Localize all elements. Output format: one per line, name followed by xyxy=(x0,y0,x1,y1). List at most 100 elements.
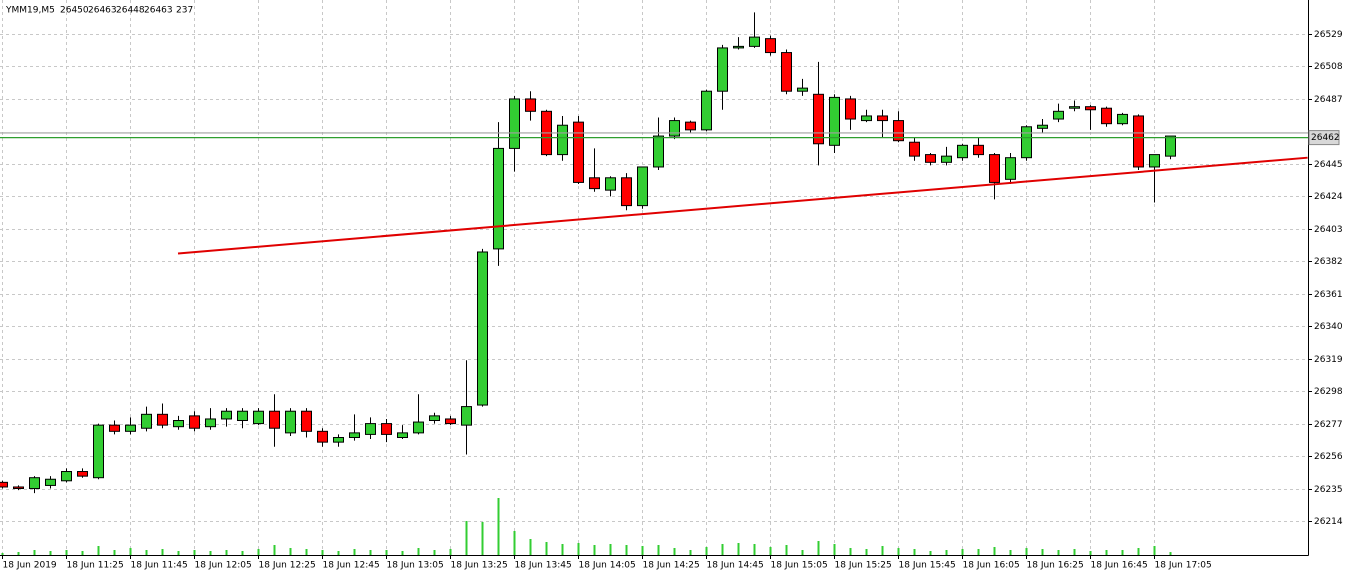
candle-body xyxy=(1149,154,1160,168)
candle-body xyxy=(877,115,888,122)
y-tick-label: 26445 xyxy=(1314,160,1343,170)
y-tick-label: 26529 xyxy=(1314,30,1343,40)
candle-body xyxy=(509,98,520,149)
candle-body xyxy=(909,141,920,157)
candle-body xyxy=(685,121,696,131)
candle-body xyxy=(861,115,872,122)
candle-body xyxy=(1021,126,1032,159)
y-tick-label: 26508 xyxy=(1314,62,1343,72)
candle-body xyxy=(237,410,248,422)
candle-body xyxy=(925,154,936,163)
header-volume: 237 xyxy=(176,6,193,16)
trend-line xyxy=(177,156,1308,255)
candle-body xyxy=(893,120,904,142)
candle-body xyxy=(221,410,232,420)
x-tick-label: 18 Jun 13:45 xyxy=(515,561,572,571)
candle-body xyxy=(957,144,968,159)
y-tick-label: 26235 xyxy=(1314,485,1343,495)
candle-body xyxy=(989,154,1000,183)
candle-body xyxy=(525,98,536,112)
x-tick-label: 18 Jun 12:45 xyxy=(323,561,380,571)
header-close: 26463 xyxy=(144,6,173,16)
candle-body xyxy=(0,481,8,488)
candle-body xyxy=(493,147,504,250)
candle-body xyxy=(1101,107,1112,125)
candle-body xyxy=(349,432,360,439)
candle-body xyxy=(749,36,760,47)
y-tick-label: 26340 xyxy=(1314,322,1343,332)
candle-body xyxy=(125,424,136,432)
candle-body xyxy=(1117,113,1128,125)
y-tick-label: 26403 xyxy=(1314,225,1343,235)
x-tick-label: 18 Jun 12:25 xyxy=(259,561,316,571)
candle-body xyxy=(429,415,440,422)
candle-body xyxy=(173,420,184,428)
candle-body xyxy=(621,177,632,207)
x-tick-label: 18 Jun 16:05 xyxy=(963,561,1020,571)
x-tick-label: 18 Jun 17:05 xyxy=(1155,561,1212,571)
x-tick-label: 18 Jun 15:05 xyxy=(771,561,828,571)
candle-body xyxy=(285,410,296,434)
header-low: 26448 xyxy=(116,6,145,16)
candle-body xyxy=(365,423,376,435)
candle-body xyxy=(301,410,312,432)
x-tick-label: 18 Jun 15:45 xyxy=(899,561,956,571)
x-tick-label: 18 Jun 14:25 xyxy=(643,561,700,571)
candle-body xyxy=(1165,135,1176,157)
candle-body xyxy=(973,144,984,156)
candle-body xyxy=(941,155,952,163)
candle-body xyxy=(61,471,72,482)
candle-body xyxy=(813,93,824,145)
x-tick-label: 18 Jun 11:45 xyxy=(131,561,188,571)
x-tick-label: 18 Jun 15:25 xyxy=(835,561,892,571)
x-tick-label: 18 Jun 11:25 xyxy=(67,561,124,571)
y-tick-label: 26298 xyxy=(1314,387,1343,397)
candle-body xyxy=(653,135,664,168)
candle-body xyxy=(397,432,408,439)
grid xyxy=(0,0,1308,555)
x-tick-label: 18 Jun 16:25 xyxy=(1027,561,1084,571)
x-tick-label: 18 Jun 16:45 xyxy=(1091,561,1148,571)
candle-body xyxy=(141,413,152,429)
candle-body xyxy=(605,177,616,191)
header: YMM19,M5 26450 26463 26448 26463 237 xyxy=(5,6,193,16)
candle-body xyxy=(781,52,792,92)
candle-body xyxy=(829,96,840,146)
candle-body xyxy=(589,177,600,190)
candle-body xyxy=(1133,115,1144,168)
x-tick-label: 18 Jun 12:05 xyxy=(195,561,252,571)
candle-body xyxy=(461,406,472,426)
candle-body xyxy=(253,410,264,425)
y-tick-label: 26256 xyxy=(1314,452,1343,462)
candle-body xyxy=(1037,124,1048,129)
price-label: 26462 xyxy=(1311,133,1340,143)
candle-body xyxy=(333,437,344,443)
candle-body xyxy=(413,421,424,434)
candle-body xyxy=(93,424,104,479)
candle-body xyxy=(13,486,24,490)
candle-body xyxy=(317,430,328,443)
candle-body xyxy=(717,47,728,92)
candle-body xyxy=(477,251,488,406)
candle-body xyxy=(701,90,712,131)
header-high: 26463 xyxy=(88,6,117,16)
symbol: YMM19,M5 xyxy=(5,6,55,16)
candle-body xyxy=(381,423,392,435)
x-tick-label: 18 Jun 2019 xyxy=(3,561,57,571)
candle-body xyxy=(189,415,200,429)
candle-body xyxy=(29,477,40,490)
x-tick-label: 18 Jun 14:05 xyxy=(579,561,636,571)
y-tick-label: 26277 xyxy=(1314,420,1343,430)
candle-body xyxy=(669,120,680,137)
candle-body xyxy=(1085,106,1096,111)
x-tick-label: 18 Jun 14:45 xyxy=(707,561,764,571)
candle-body xyxy=(157,413,168,426)
candle-body xyxy=(845,98,856,120)
candle-body xyxy=(557,124,568,156)
candle-body xyxy=(269,410,280,429)
candle-body xyxy=(733,45,744,49)
candle-body xyxy=(77,471,88,477)
y-tick-label: 26361 xyxy=(1314,290,1343,300)
